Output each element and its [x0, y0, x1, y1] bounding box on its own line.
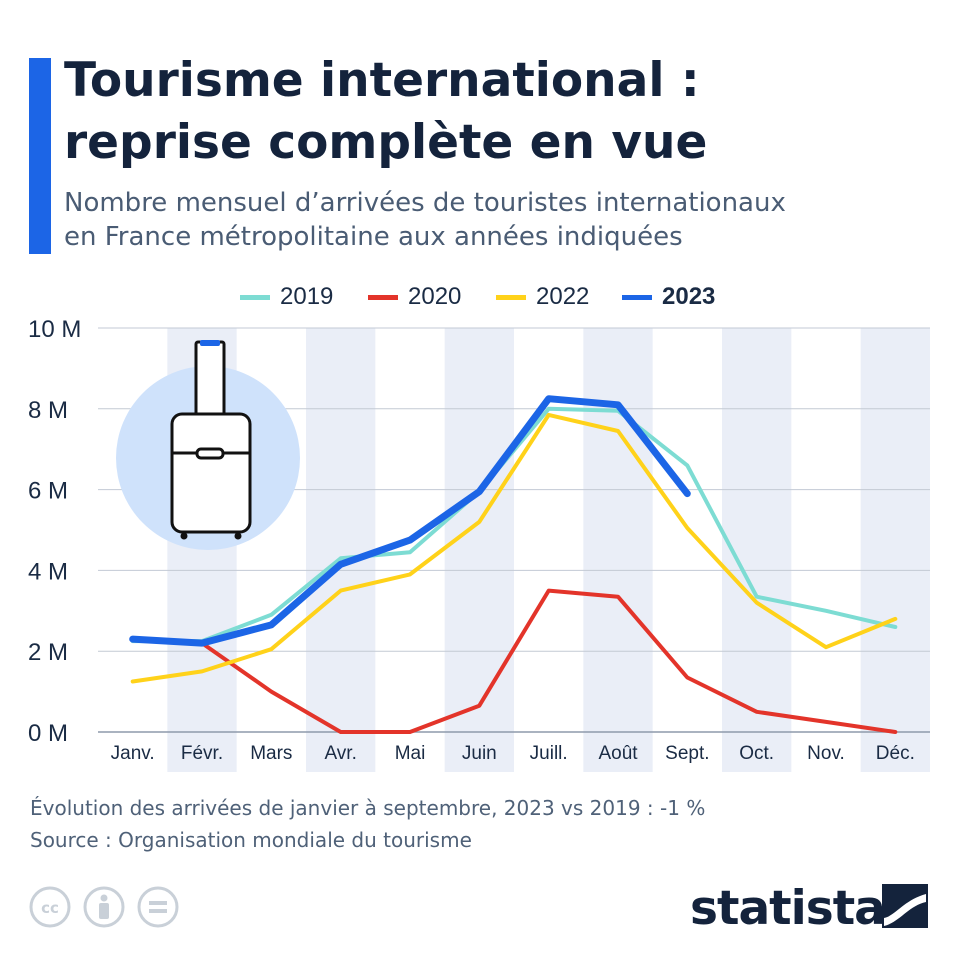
- x-axis-labels: Janv. Févr. Mars Avr. Mai Juin Juill. Août Sept.…: [111, 743, 915, 764]
- x-tick-label: Août: [598, 743, 638, 764]
- license-icons: cc: [28, 885, 180, 929]
- legend-label-2023: 2023: [662, 283, 716, 310]
- legend-swatch-2023: [622, 294, 652, 300]
- no-derivatives-icon[interactable]: [136, 885, 180, 929]
- line-chart: 0 M 2 M 4 M 6 M 8 M 10 M Janv. Févr. Mars Avr. Ma…: [28, 316, 930, 772]
- title-line-2: reprise complète en vue: [64, 115, 708, 170]
- title-accent-bar: [29, 58, 51, 254]
- legend-item-2022: 2022: [496, 282, 589, 312]
- legend-label-2020: 2020: [408, 283, 462, 310]
- footnote: Évolution des arrivées de janvier à sept…: [30, 796, 706, 820]
- statista-logo[interactable]: statista: [690, 872, 935, 938]
- legend-label-2022: 2022: [536, 283, 590, 310]
- legend-item-2019: 2019: [240, 282, 333, 312]
- x-tick-label: Sept.: [665, 743, 709, 764]
- suitcase-illustration: [116, 340, 300, 550]
- column-band: [306, 328, 376, 772]
- series-line-2020: [130, 588, 898, 734]
- y-tick-label: 2 M: [28, 639, 68, 666]
- svg-text:cc: cc: [41, 899, 59, 917]
- title-line-1: Tourisme international :: [64, 53, 700, 108]
- column-band: [583, 328, 653, 772]
- x-tick-label: Févr.: [181, 743, 223, 764]
- y-tick-label: 6 M: [28, 478, 68, 505]
- brand-wordmark: statista: [690, 881, 885, 936]
- subtitle-line-1: Nombre mensuel d’arrivées de touristes i…: [64, 188, 786, 218]
- y-tick-label: 4 M: [28, 558, 68, 585]
- series-line-2023: [129, 395, 691, 647]
- y-axis-labels: 0 M 2 M 4 M 6 M 8 M 10 M: [28, 316, 81, 747]
- legend-item-2023: 2023: [622, 282, 715, 312]
- chart-legend: 2019 2020 2022 2023: [0, 282, 960, 312]
- x-tick-label: Oct.: [739, 743, 774, 764]
- statista-logo-icon: [882, 884, 928, 928]
- x-tick-label: Déc.: [876, 743, 915, 764]
- x-tick-label: Juill.: [530, 743, 568, 764]
- subtitle-line-2: en France métropolitaine aux années indi…: [64, 222, 683, 252]
- y-tick-label: 10 M: [28, 316, 81, 343]
- column-bands: [167, 328, 930, 772]
- series-line-2022: [130, 412, 898, 684]
- y-tick-label: 8 M: [28, 397, 68, 424]
- x-tick-label: Avr.: [324, 743, 356, 764]
- x-tick-label: Mars: [250, 743, 292, 764]
- chart-title: Tourisme international : reprise complèt…: [64, 50, 924, 174]
- attribution-icon[interactable]: [82, 885, 126, 929]
- series-lines: [129, 395, 898, 734]
- column-band: [444, 328, 514, 772]
- legend-item-2020: 2020: [368, 282, 461, 312]
- x-tick-label: Juin: [462, 743, 497, 764]
- x-tick-label: Mai: [395, 743, 426, 764]
- source-note: Source : Organisation mondiale du touris…: [30, 828, 472, 852]
- legend-swatch-2022: [496, 294, 526, 300]
- cc-icon[interactable]: cc: [28, 885, 72, 929]
- y-tick-label: 0 M: [28, 720, 68, 747]
- suitcase-icon: [170, 340, 252, 540]
- legend-label-2019: 2019: [280, 283, 334, 310]
- legend-swatch-2020: [368, 294, 398, 300]
- column-band: [860, 328, 930, 772]
- x-tick-label: Nov.: [807, 743, 845, 764]
- chart-subtitle: Nombre mensuel d’arrivées de touristes i…: [64, 186, 924, 254]
- legend-swatch-2019: [240, 294, 270, 300]
- x-tick-label: Janv.: [111, 743, 155, 764]
